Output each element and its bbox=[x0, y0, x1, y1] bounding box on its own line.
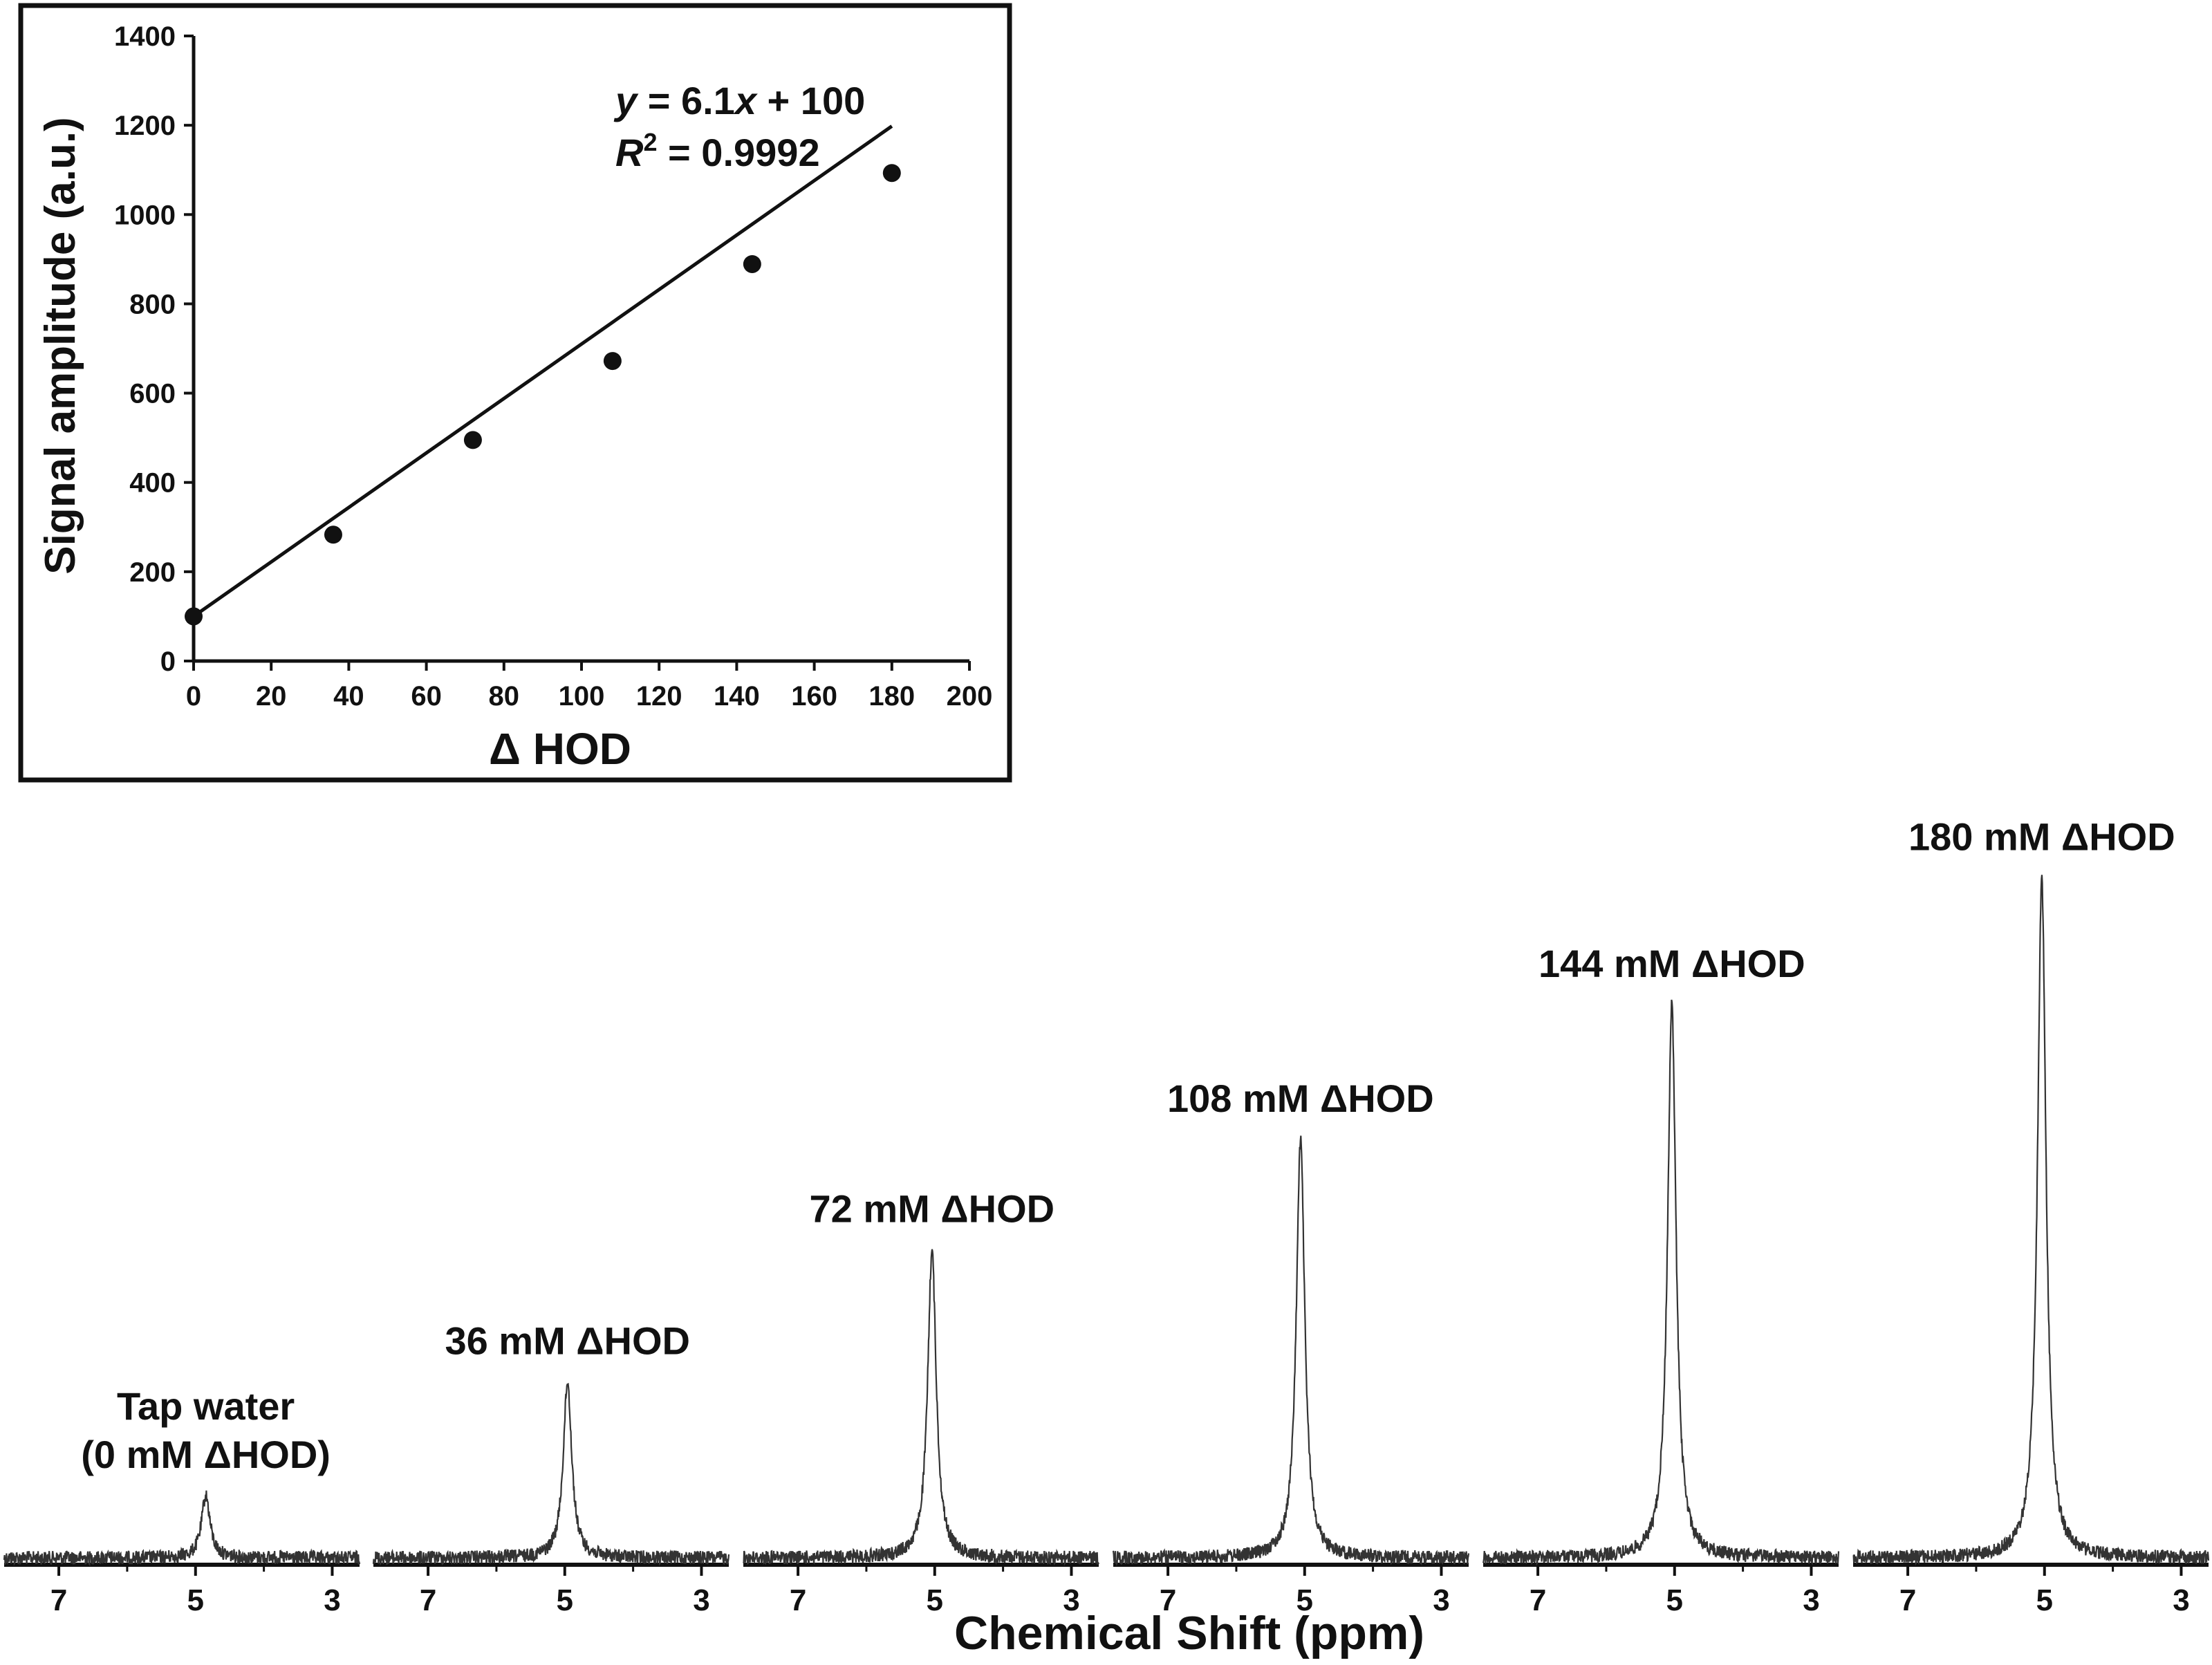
spectrum-label: 144 mM ΔHOD bbox=[1539, 942, 1805, 985]
inset-data-point bbox=[743, 254, 761, 273]
spectrum-panel: 7 5 3 Tap water (0 mM ΔHOD) bbox=[3, 1384, 361, 1617]
inset-x-tick-label: 80 bbox=[489, 681, 520, 711]
spectrum-label: Tap water bbox=[117, 1384, 295, 1428]
spectrum-x-tick-label: 3 bbox=[1433, 1583, 1449, 1617]
spectrum-panel: 7 5 3 108 mM ΔHOD bbox=[1112, 1077, 1470, 1617]
inset-x-ticks: 0 20 40 60 80 100 120 140 160 180 200 bbox=[186, 661, 993, 711]
spectrum-label: (0 mM ΔHOD) bbox=[81, 1433, 331, 1476]
spectrum-label: 180 mM ΔHOD bbox=[1908, 815, 2175, 858]
inset-data-point bbox=[463, 431, 482, 449]
spectrum-x-tick-label: 5 bbox=[557, 1583, 573, 1617]
spectrum-trace bbox=[1482, 999, 1840, 1566]
inset-data-points bbox=[185, 164, 901, 626]
inset-y-tick-label: 1200 bbox=[114, 111, 176, 141]
spectrum-x-tick-label: 3 bbox=[324, 1583, 340, 1617]
spectrum-x-tick-label: 3 bbox=[693, 1583, 709, 1617]
inset-x-tick-label: 140 bbox=[714, 681, 760, 711]
inset-x-tick-label: 180 bbox=[868, 681, 915, 711]
spectra-x-axis-label: Chemical Shift (ppm) bbox=[954, 1607, 1424, 1659]
inset-x-tick-label: 200 bbox=[947, 681, 993, 711]
inset-x-tick-label: 120 bbox=[636, 681, 682, 711]
inset-data-point bbox=[882, 164, 901, 183]
spectrum-label: 72 mM ΔHOD bbox=[810, 1187, 1055, 1231]
spectrum-x-tick-label: 5 bbox=[927, 1583, 943, 1617]
spectrum-x-tick-label: 7 bbox=[1899, 1583, 1916, 1617]
inset-x-tick-label: 40 bbox=[333, 681, 364, 711]
inset-data-point bbox=[603, 352, 622, 371]
spectrum-x-tick-label: 5 bbox=[1666, 1583, 1683, 1617]
spectrum-label: 36 mM ΔHOD bbox=[445, 1319, 690, 1362]
spectrum-trace bbox=[743, 1249, 1099, 1566]
spectrum-panel: 7 5 3 36 mM ΔHOD bbox=[372, 1319, 730, 1617]
spectrum-x-tick-label: 5 bbox=[187, 1583, 204, 1617]
spectrum-panel: 7 5 3 144 mM ΔHOD bbox=[1482, 942, 1840, 1617]
spectrum-x-tick-label: 5 bbox=[1296, 1583, 1313, 1617]
spectrum-x-tick-label: 7 bbox=[1160, 1583, 1176, 1617]
inset-y-tick-label: 1000 bbox=[114, 200, 176, 230]
spectrum-x-tick-label: 7 bbox=[420, 1583, 436, 1617]
inset-y-ticks: 0 200 400 600 800 1000 1200 1400 bbox=[114, 21, 194, 677]
calibration-inset: 0 200 400 600 800 1000 1200 1400 0 20 40 60 80 100 12… bbox=[18, 3, 1012, 783]
spectrum-x-tick-label: 3 bbox=[1803, 1583, 1819, 1617]
fit-r-squared: R2 = 0.9992 bbox=[615, 128, 820, 174]
inset-y-tick-label: 1400 bbox=[114, 21, 176, 52]
fit-equation: y = 6.1x + 100 bbox=[613, 79, 865, 122]
inset-data-point bbox=[324, 525, 342, 544]
inset-x-tick-label: 0 bbox=[186, 681, 201, 711]
inset-data-point bbox=[185, 607, 203, 626]
spectrum-x-tick-label: 7 bbox=[1530, 1583, 1546, 1617]
inset-y-tick-label: 0 bbox=[160, 647, 176, 677]
spectrum-trace bbox=[1112, 1135, 1470, 1567]
spectrum-trace bbox=[3, 1490, 361, 1567]
inset-y-tick-label: 200 bbox=[129, 557, 176, 588]
spectrum-x-tick-label: 5 bbox=[2036, 1583, 2053, 1617]
inset-y-tick-label: 800 bbox=[129, 289, 176, 319]
inset-x-tick-label: 20 bbox=[256, 681, 287, 711]
spectrum-x-tick-label: 7 bbox=[50, 1583, 67, 1617]
spectrum-x-tick-label: 3 bbox=[1063, 1583, 1079, 1617]
spectrum-x-tick-label: 3 bbox=[2173, 1583, 2189, 1617]
inset-y-tick-label: 600 bbox=[129, 379, 176, 409]
spectrum-trace bbox=[372, 1382, 730, 1566]
spectrum-panel: 7 5 3 180 mM ΔHOD bbox=[1852, 815, 2210, 1617]
spectrum-trace bbox=[1852, 875, 2210, 1566]
spectrum-label: 108 mM ΔHOD bbox=[1167, 1077, 1434, 1120]
spectrum-x-tick-label: 7 bbox=[790, 1583, 806, 1617]
spectrum-panel: 7 5 3 72 mM ΔHOD bbox=[743, 1187, 1099, 1617]
inset-x-tick-label: 60 bbox=[411, 681, 442, 711]
inset-y-tick-label: 400 bbox=[129, 468, 176, 499]
inset-x-tick-label: 100 bbox=[559, 681, 605, 711]
inset-x-axis-label: Δ HOD bbox=[489, 724, 631, 774]
fit-line bbox=[192, 124, 893, 618]
inset-x-tick-label: 160 bbox=[791, 681, 837, 711]
inset-y-axis-label: Signal amplitude (a.u.) bbox=[37, 117, 84, 574]
